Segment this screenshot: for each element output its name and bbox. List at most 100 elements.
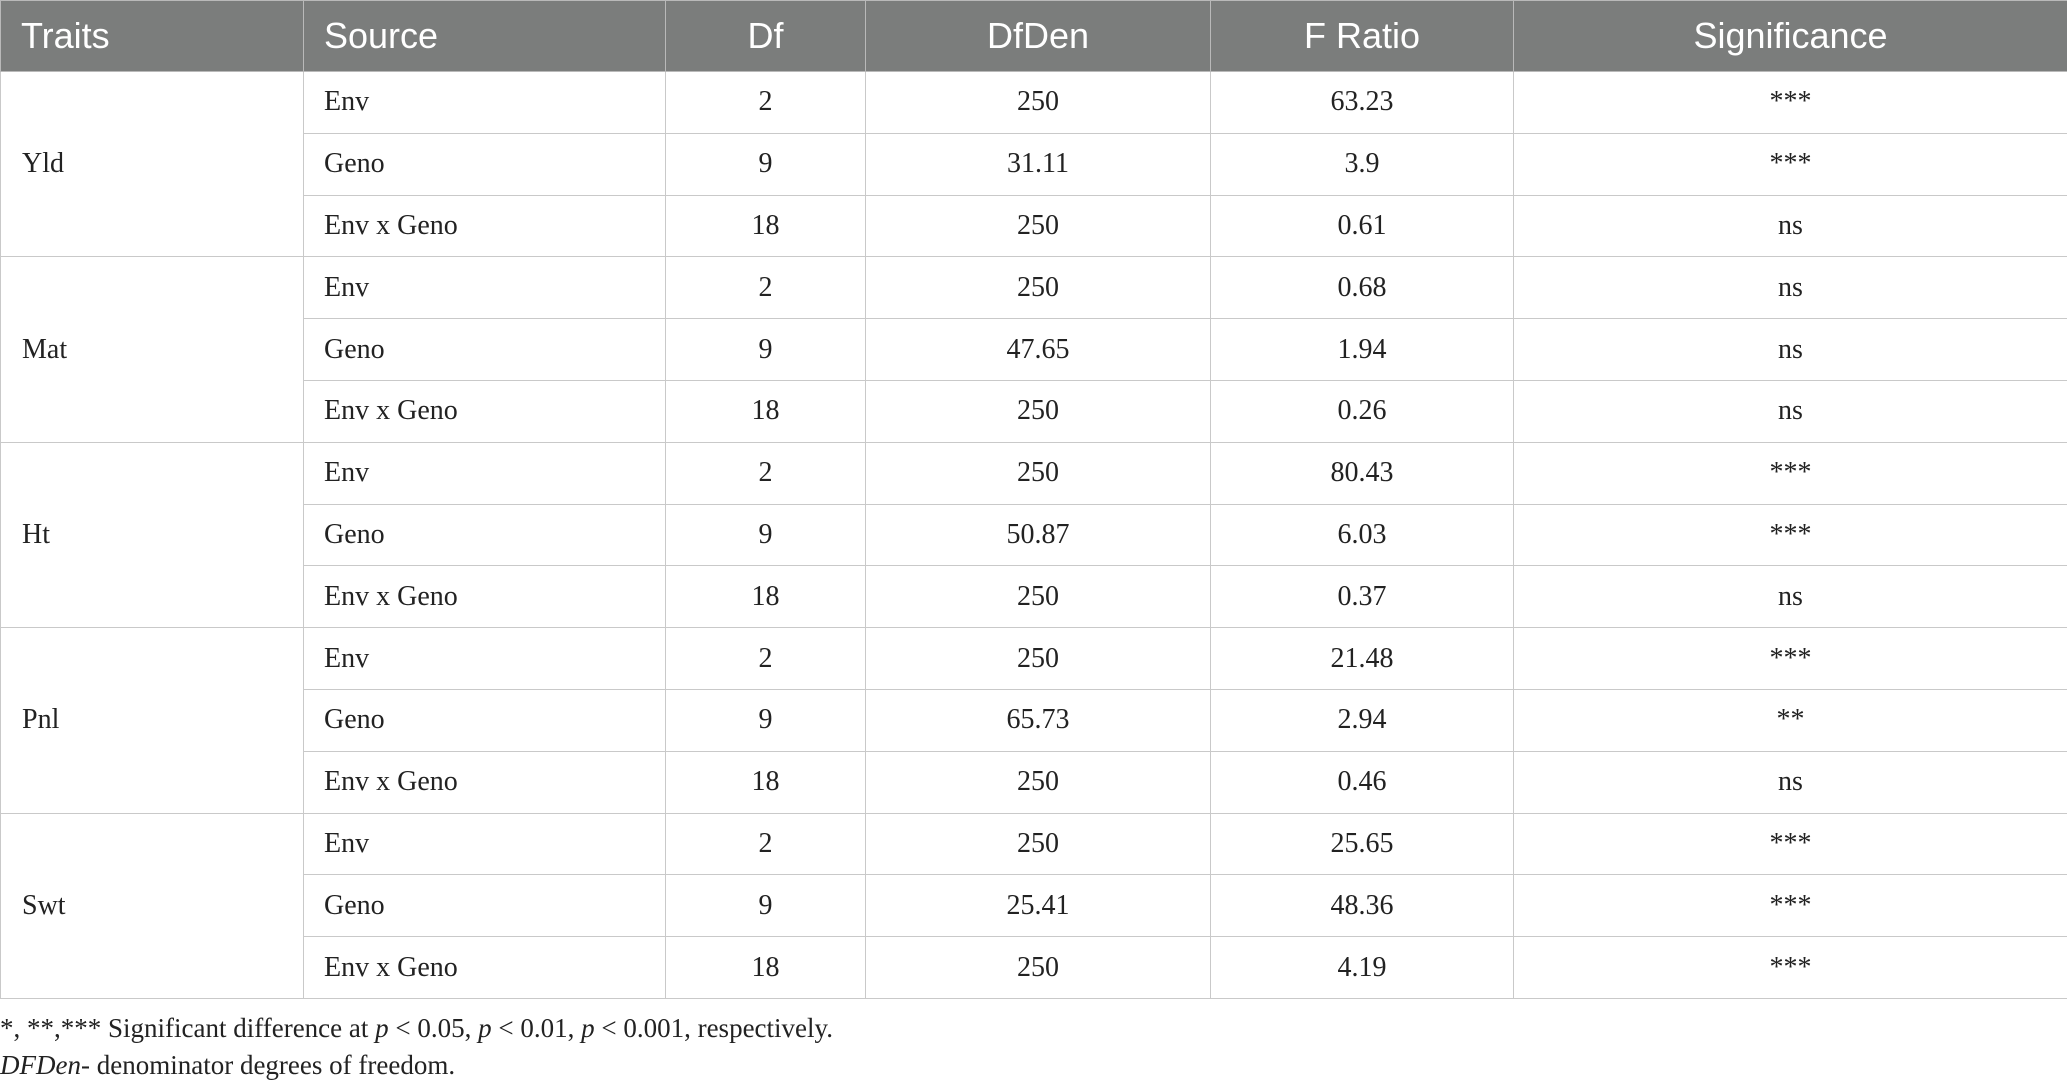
trait-cell: Swt <box>0 812 304 999</box>
header-row: Traits Source Df DfDen F Ratio Significa… <box>0 0 2067 72</box>
table-row: Geno 9 25.41 48.36 *** <box>1 874 2067 938</box>
dfden-cell: 50.87 <box>865 503 1211 567</box>
f-ratio-cell: 0.46 <box>1210 750 1514 814</box>
df-cell: 2 <box>665 812 866 876</box>
f-ratio-cell: 0.61 <box>1210 194 1514 258</box>
p-symbol: p <box>375 1013 389 1043</box>
table-row: Env x Geno 18 250 0.46 ns <box>1 750 2067 814</box>
dfden-cell: 25.41 <box>865 874 1211 938</box>
footnote-text: < 0.01, <box>491 1013 582 1043</box>
df-cell: 18 <box>665 194 866 258</box>
col-header-source: Source <box>303 0 666 72</box>
table-row: Geno 9 65.73 2.94 ** <box>1 688 2067 752</box>
abbreviation-term: DFDen <box>0 1050 81 1080</box>
table-row: Env x Geno 18 250 4.19 *** <box>1 936 2067 999</box>
source-cell: Env x Geno <box>303 194 666 258</box>
significance-cell: *** <box>1513 812 2067 876</box>
f-ratio-cell: 2.94 <box>1210 688 1514 752</box>
source-cell: Env <box>303 441 666 505</box>
df-cell: 9 <box>665 874 866 938</box>
dfden-cell: 250 <box>865 936 1211 999</box>
table-row: Mat Env 2 250 0.68 ns <box>0 256 2067 443</box>
f-ratio-cell: 0.68 <box>1210 256 1514 320</box>
df-cell: 2 <box>665 71 866 134</box>
significance-cell: ns <box>1513 565 2067 629</box>
df-cell: 9 <box>665 132 866 196</box>
source-cell: Geno <box>303 874 666 938</box>
dfden-cell: 250 <box>865 565 1211 629</box>
source-cell: Geno <box>303 132 666 196</box>
table-header: Traits Source Df DfDen F Ratio Significa… <box>0 0 2067 72</box>
f-ratio-cell: 25.65 <box>1210 812 1514 876</box>
source-cell: Env x Geno <box>303 379 666 443</box>
table-row: Swt Env 2 250 25.65 *** <box>0 812 2067 999</box>
df-cell: 2 <box>665 441 866 505</box>
f-ratio-cell: 63.23 <box>1210 71 1514 134</box>
df-cell: 9 <box>665 318 866 381</box>
f-ratio-cell: 21.48 <box>1210 627 1514 690</box>
dfden-cell: 47.65 <box>865 318 1211 381</box>
p-symbol: p <box>478 1013 492 1043</box>
significance-footnote: *, **,*** Significant difference at p < … <box>0 1010 833 1047</box>
anova-table: Traits Source Df DfDen F Ratio Significa… <box>0 0 2067 999</box>
col-header-df: Df <box>665 0 866 72</box>
significance-cell: ** <box>1513 688 2067 752</box>
significance-cell: *** <box>1513 503 2067 567</box>
trait-cell: Pnl <box>0 627 304 814</box>
table-row: Pnl Env 2 250 21.48 *** <box>0 627 2067 814</box>
significance-cell: ns <box>1513 194 2067 258</box>
col-header-significance: Significance <box>1513 0 2067 72</box>
source-cell: Env x Geno <box>303 565 666 629</box>
source-cell: Env x Geno <box>303 750 666 814</box>
significance-cell: *** <box>1513 71 2067 134</box>
abbreviation-definition: - denominator degrees of freedom. <box>80 1050 456 1080</box>
table-row: Geno 9 47.65 1.94 ns <box>1 318 2067 381</box>
dfden-cell: 250 <box>865 71 1211 134</box>
table-footnotes: *, **,*** Significant difference at p < … <box>0 1010 833 1084</box>
df-cell: 18 <box>665 379 866 443</box>
f-ratio-cell: 0.26 <box>1210 379 1514 443</box>
abbreviation-footnote: DFDen- denominator degrees of freedom. <box>0 1047 833 1084</box>
table-row: Yld Env 2 250 63.23 *** <box>0 70 2067 258</box>
significance-cell: *** <box>1513 132 2067 196</box>
f-ratio-cell: 3.9 <box>1210 132 1514 196</box>
significance-cell: ns <box>1513 379 2067 443</box>
footnote-text: < 0.05, <box>388 1013 479 1043</box>
df-cell: 9 <box>665 503 866 567</box>
df-cell: 18 <box>665 750 866 814</box>
df-cell: 9 <box>665 688 866 752</box>
source-cell: Geno <box>303 503 666 567</box>
col-header-dfden: DfDen <box>865 0 1211 72</box>
significance-cell: *** <box>1513 936 2067 999</box>
df-cell: 18 <box>665 936 866 999</box>
trait-cell: Ht <box>0 441 304 629</box>
significance-marks: *, **,*** <box>0 1013 102 1043</box>
source-cell: Geno <box>303 318 666 381</box>
trait-cell: Mat <box>0 256 304 443</box>
significance-cell: *** <box>1513 441 2067 505</box>
dfden-cell: 250 <box>865 194 1211 258</box>
trait-cell: Yld <box>0 70 304 258</box>
table-row: Ht Env 2 250 80.43 *** <box>0 441 2067 629</box>
significance-cell: ns <box>1513 256 2067 320</box>
table-row: Geno 9 31.11 3.9 *** <box>1 132 2067 196</box>
table-row: Geno 9 50.87 6.03 *** <box>1 503 2067 567</box>
source-cell: Env <box>303 812 666 876</box>
dfden-cell: 250 <box>865 750 1211 814</box>
dfden-cell: 250 <box>865 441 1211 505</box>
dfden-cell: 250 <box>865 812 1211 876</box>
dfden-cell: 31.11 <box>865 132 1211 196</box>
dfden-cell: 250 <box>865 379 1211 443</box>
df-cell: 2 <box>665 256 866 320</box>
df-cell: 18 <box>665 565 866 629</box>
f-ratio-cell: 6.03 <box>1210 503 1514 567</box>
footnote-text: Significant difference at <box>101 1013 376 1043</box>
f-ratio-cell: 4.19 <box>1210 936 1514 999</box>
f-ratio-cell: 48.36 <box>1210 874 1514 938</box>
f-ratio-cell: 0.37 <box>1210 565 1514 629</box>
significance-cell: *** <box>1513 874 2067 938</box>
source-cell: Env <box>303 627 666 690</box>
f-ratio-cell: 80.43 <box>1210 441 1514 505</box>
table-body: Yld Env 2 250 63.23 *** Geno 9 31.11 3.9… <box>0 70 2067 999</box>
table-row: Env x Geno 18 250 0.26 ns <box>1 379 2067 443</box>
